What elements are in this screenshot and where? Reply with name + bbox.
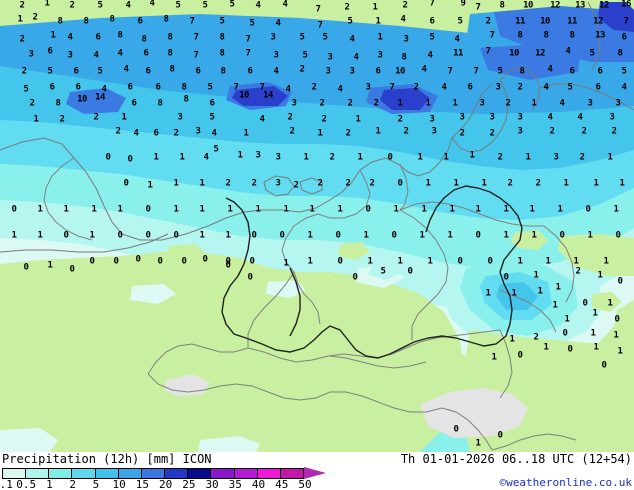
highlighted-border-de-bavaria-inner bbox=[289, 267, 301, 337]
dry-land-green-patch-alps bbox=[592, 292, 622, 312]
border-at-east bbox=[419, 329, 501, 343]
precip-band-20-b bbox=[380, 88, 430, 110]
coastline-se-south bbox=[587, 1, 601, 71]
model-run-timestamp: Th 01-01-2026 06..18 UTC (12+54) bbox=[400, 452, 632, 466]
residual-precip-patch-b bbox=[130, 284, 176, 304]
coastline-dk-east bbox=[499, 67, 541, 111]
border-fr-ch bbox=[147, 343, 249, 375]
colorbar-swatch-4 bbox=[94, 469, 118, 478]
colorbar-swatch-9 bbox=[210, 469, 234, 478]
border-at-it bbox=[330, 391, 443, 413]
residual-precip-patch-f bbox=[0, 428, 58, 452]
coastline-de-north bbox=[359, 137, 453, 177]
highlighted-border-de-south bbox=[245, 323, 511, 359]
border-de-be-lu bbox=[281, 213, 319, 273]
river-elbe bbox=[451, 83, 493, 139]
precipitation-map[interactable]: 2 1 2 5 4 4 5 5 5 4 4 7 2 1 2 7 9 7 8 10 12 13 12 16 1 2 8 8 8 6 8 7 5 5 4… bbox=[0, 0, 634, 452]
border-ch-it bbox=[147, 373, 331, 401]
colorbar-tick-35: 35 bbox=[228, 478, 242, 490]
colorbar-swatch-10 bbox=[233, 469, 257, 478]
border-de-nl bbox=[317, 169, 371, 219]
colorbar-swatch-3 bbox=[71, 469, 95, 478]
colorbar-tick-45: 45 bbox=[275, 478, 289, 490]
colorbar-tick-5: 5 bbox=[92, 478, 100, 490]
map-footer: Precipitation (12h) [mm] ICON Th 01-01-2… bbox=[0, 452, 634, 490]
border-hu-hr bbox=[491, 433, 577, 451]
dry-land-green-patch-a bbox=[510, 230, 548, 250]
river-danube bbox=[329, 355, 427, 369]
coastline-baltic bbox=[539, 83, 634, 111]
highlighted-border-de-east bbox=[489, 191, 523, 325]
precip-band-20-a bbox=[232, 86, 288, 106]
colorbar-swatch-12 bbox=[279, 469, 304, 478]
legend-title: Precipitation (12h) [mm] ICON bbox=[2, 452, 212, 466]
colorbar-tick-2: 2 bbox=[69, 478, 76, 490]
colorbar-tick-0.1: 0.1 bbox=[0, 478, 13, 490]
coastline-island-a bbox=[263, 175, 295, 197]
precip-band-15-e bbox=[480, 44, 580, 80]
dry-land-east-lobe bbox=[558, 234, 634, 276]
border-uk-inner bbox=[43, 157, 93, 241]
colorbar-tick-25: 25 bbox=[182, 478, 196, 490]
residual-precip-patch-d bbox=[368, 264, 400, 280]
colorbar-swatch-2 bbox=[48, 469, 72, 478]
border-cz-de bbox=[399, 209, 449, 340]
colorbar-swatch-8 bbox=[187, 469, 211, 478]
colorbar-tick-50: 50 bbox=[298, 478, 312, 490]
highlighted-border-de-west bbox=[221, 197, 251, 339]
coastline-island-b bbox=[299, 177, 323, 195]
copyright-credit[interactable]: ©weatheronline.co.uk bbox=[499, 476, 632, 489]
border-de-at bbox=[247, 341, 421, 363]
precip-band-15-b bbox=[66, 88, 126, 114]
coastline-gb-east bbox=[0, 137, 209, 241]
border-at-hu bbox=[499, 329, 513, 399]
border-si bbox=[441, 407, 493, 451]
border-cz-sk bbox=[499, 289, 557, 333]
border-de-fr bbox=[247, 271, 295, 348]
colorbar-overflow-arrow bbox=[304, 467, 326, 479]
colorbar-swatch-11 bbox=[256, 469, 280, 478]
alps-nodata-grey bbox=[420, 388, 528, 438]
precip-band-20-c bbox=[598, 2, 634, 32]
colorbar-tick-10: 10 bbox=[112, 478, 126, 490]
colorbar-swatch-7 bbox=[164, 469, 188, 478]
colorbar-swatch-5 bbox=[117, 469, 141, 478]
border-cz-pl bbox=[399, 201, 544, 227]
colorbar-tick-1: 1 bbox=[46, 478, 53, 490]
colorbar-swatch-1 bbox=[25, 469, 49, 478]
river-rhine bbox=[293, 271, 321, 325]
border-de-pl bbox=[399, 163, 409, 211]
colorbar-swatch-6 bbox=[140, 469, 165, 478]
coastline-nl-be bbox=[207, 169, 361, 227]
colorbar-tick-15: 15 bbox=[135, 478, 149, 490]
residual-precip-patch-e bbox=[198, 436, 260, 452]
colorbar-swatch-0 bbox=[3, 469, 26, 478]
colorbar-tick-0.5: 0.5 bbox=[16, 478, 37, 490]
highlighted-border-de-ne bbox=[425, 185, 491, 233]
dry-land-green-patch-c bbox=[166, 244, 206, 262]
colorbar-tick-30: 30 bbox=[205, 478, 219, 490]
coastline-dk-west bbox=[451, 79, 509, 153]
coastline-gb-south bbox=[0, 233, 169, 253]
map-canvas bbox=[0, 0, 634, 452]
dry-land-green-patch-b bbox=[338, 242, 370, 260]
colorbar-tick-20: 20 bbox=[158, 478, 173, 490]
colorbar-tick-40: 40 bbox=[251, 478, 266, 490]
colorbar-swatches bbox=[2, 468, 304, 479]
border-pl-east bbox=[543, 225, 575, 303]
